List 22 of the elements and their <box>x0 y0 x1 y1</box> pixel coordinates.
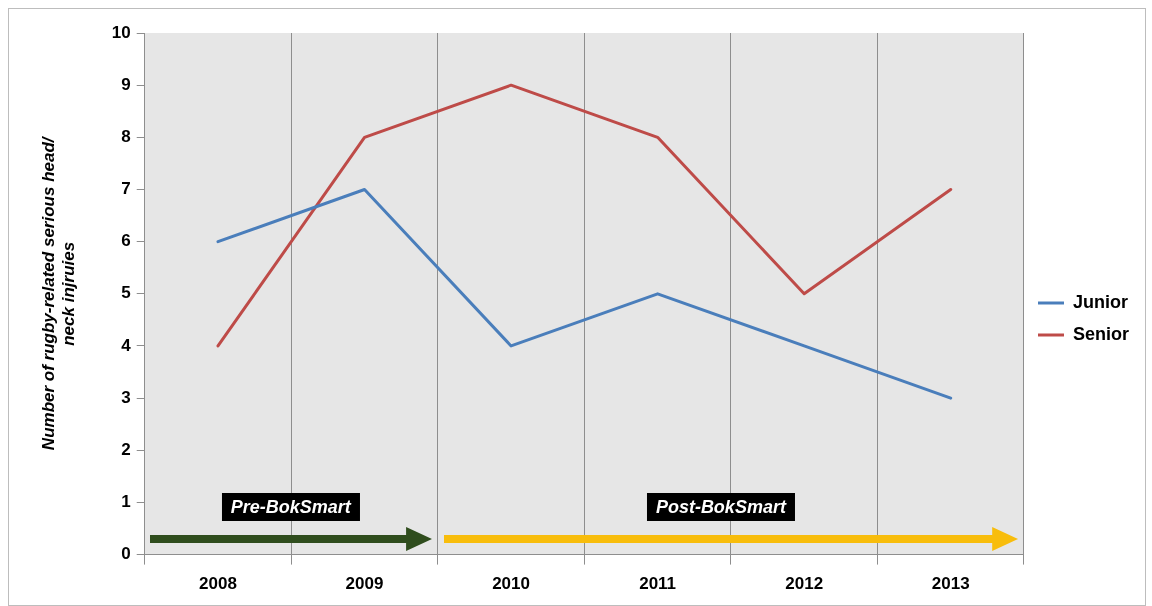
y-tick-label: 9 <box>121 74 131 94</box>
x-tick-label: 2010 <box>492 574 530 594</box>
y-tick-label: 3 <box>121 387 131 407</box>
x-tick-label: 2012 <box>785 574 824 594</box>
x-tick-label: 2008 <box>199 574 237 594</box>
annotation: Post-BokSmart <box>646 492 795 521</box>
y-tick-label: 10 <box>111 22 131 42</box>
x-tick-label: 2011 <box>639 574 677 594</box>
y-tick-label: 6 <box>121 231 131 251</box>
x-tick-label: 2009 <box>345 574 384 594</box>
y-tick-label: 4 <box>121 335 132 355</box>
legend-label: Senior <box>1072 323 1129 344</box>
legend-label: Junior <box>1072 291 1128 312</box>
annotation: Pre-BokSmart <box>221 492 360 521</box>
y-tick-label: 2 <box>121 439 131 459</box>
y-tick-label: 7 <box>121 179 131 199</box>
y-tick-label: 0 <box>121 544 131 564</box>
y-tick-label: 8 <box>121 127 131 147</box>
y-tick-label: 5 <box>121 283 131 303</box>
y-axis-title: Number of rugby-related serious head/ neck injruies <box>38 135 79 451</box>
x-tick-label: 2013 <box>931 574 970 594</box>
y-tick-label: 1 <box>121 492 131 512</box>
